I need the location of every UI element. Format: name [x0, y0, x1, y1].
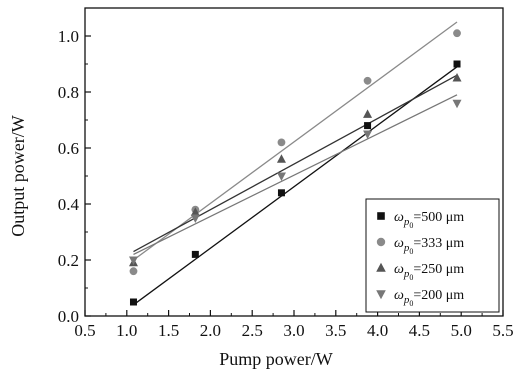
data-point: [363, 109, 373, 118]
data-point: [277, 189, 285, 197]
data-point: [453, 60, 461, 68]
data-point: [363, 130, 373, 139]
axis-ticks: 0.5 1.0 1.5 2.0 2.5 3.0 3.5 4.0 4.5 5.0 5.5 0.0 0.2 0…: [58, 7, 514, 340]
data-point: [129, 267, 138, 276]
data-point: [452, 99, 462, 109]
fit-line: [133, 21, 458, 261]
fit-line: [133, 94, 458, 255]
y-tick-label: 0.6: [58, 139, 79, 158]
data-point: [364, 122, 372, 130]
legend-marker: [376, 290, 386, 300]
x-tick-label: 3.0: [283, 321, 304, 340]
y-axis-label: Output power/W: [8, 115, 28, 236]
data-markers: [128, 29, 462, 306]
x-tick-label: 0.5: [74, 321, 95, 340]
y-tick-label: 0.0: [58, 307, 79, 326]
data-point: [277, 138, 286, 147]
legend-entry: ωp0=500 μm: [394, 210, 464, 230]
data-point: [276, 154, 286, 163]
x-axis-label: Pump power/W: [219, 349, 332, 369]
legend-entry: ωp0=200 μm: [394, 288, 464, 308]
x-tick-label: 4.5: [409, 321, 430, 340]
x-tick-label: 1.0: [116, 321, 137, 340]
y-tick-label: 1.0: [58, 27, 79, 46]
data-point: [128, 256, 138, 265]
y-tick-label: 0.8: [58, 83, 79, 102]
fit-line: [133, 74, 458, 253]
x-tick-label: 2.5: [242, 321, 263, 340]
fit-line: [133, 66, 458, 306]
data-point: [452, 73, 462, 82]
x-tick-label: 1.5: [158, 321, 179, 340]
data-point: [453, 29, 461, 38]
legend-entry: ωp0=250 μm: [394, 262, 464, 282]
legend-marker: [376, 262, 386, 272]
legend-entry: ωp0=333 μm: [394, 236, 464, 256]
data-point: [190, 214, 200, 223]
x-tick-label: 4.0: [367, 321, 388, 340]
x-tick-label: 5.0: [451, 321, 472, 340]
fit-lines: [133, 21, 458, 306]
y-tick-label: 0.2: [58, 251, 79, 270]
x-tick-label: 3.5: [325, 321, 346, 340]
legend-marker: [377, 212, 385, 220]
data-point: [276, 172, 286, 181]
data-point: [129, 298, 137, 306]
legend-box: [365, 198, 500, 313]
x-tick-label: 5.5: [492, 321, 513, 340]
data-point: [363, 76, 372, 85]
data-point: [191, 250, 199, 258]
legend-marker: [376, 237, 386, 247]
x-tick-label: 2.0: [200, 321, 221, 340]
data-point: [190, 207, 200, 216]
legend: ωp0=500 μm ωp0=333 μm ωp0=250 μm ωp0=200 μm: [365, 198, 500, 313]
y-tick-label: 0.4: [58, 195, 80, 214]
